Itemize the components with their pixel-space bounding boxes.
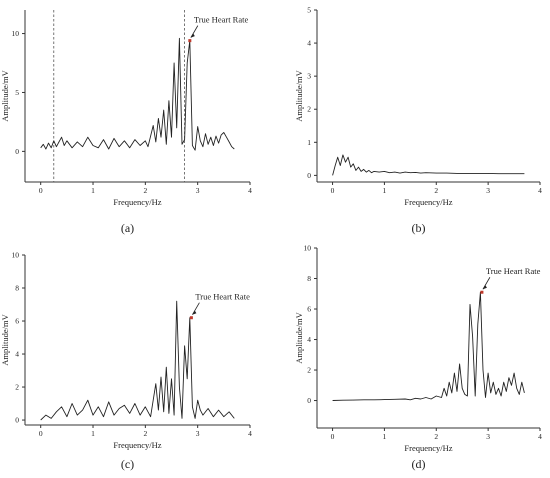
y-tick-label: 3 xyxy=(307,72,311,81)
y-tick-label: 5 xyxy=(15,88,19,97)
y-axis-label: Amplitude/mV xyxy=(294,311,304,363)
panel-label: (c) xyxy=(121,457,134,471)
x-tick-label: 2 xyxy=(434,186,438,195)
panel-a-chart: 0 1 2 3 4 0 5 10 Frequency/Hz Amplitude/mV True He… xyxy=(0,10,252,235)
annotation-label: True Heart Rate xyxy=(486,266,541,276)
series-line xyxy=(332,291,525,401)
x-tick-label: 1 xyxy=(91,429,95,438)
y-tick-label: 2 xyxy=(15,383,19,392)
y-tick-label: 0 xyxy=(15,147,19,156)
annotation-arrowhead xyxy=(482,285,487,290)
y-tick-label: 0 xyxy=(307,171,311,180)
y-tick-label: 4 xyxy=(307,335,311,344)
x-tick-label: 1 xyxy=(383,432,387,441)
panel-c-chart: 0 1 2 3 4 0 2 4 6 8 10 Frequency/Hz Amplitude/mV True… xyxy=(0,251,252,472)
true-heart-rate-marker xyxy=(189,316,193,320)
y-tick-label: 10 xyxy=(12,29,20,38)
annotation-arrowhead xyxy=(192,310,197,315)
y-tick-label: 2 xyxy=(307,105,311,114)
y-tick-label: 0 xyxy=(15,416,19,425)
x-tick-label: 4 xyxy=(248,429,252,438)
y-tick-label: 2 xyxy=(307,366,311,375)
annotation-arrow xyxy=(482,277,491,290)
x-tick-label: 2 xyxy=(434,432,438,441)
x-tick-label: 4 xyxy=(538,432,542,441)
x-axis-label: Frequency/Hz xyxy=(113,440,161,450)
x-axis-label: Frequency/Hz xyxy=(113,197,161,207)
annotation-arrowhead xyxy=(190,33,195,38)
y-tick-label: 6 xyxy=(307,305,311,314)
x-tick-label: 2 xyxy=(143,429,147,438)
y-tick-label: 0 xyxy=(307,396,311,405)
panel-label: (b) xyxy=(412,221,426,235)
annotation-label: True Heart Rate xyxy=(195,292,250,302)
x-tick-label: 0 xyxy=(331,186,335,195)
y-axis-label: Amplitude/mV xyxy=(0,69,10,121)
x-tick-label: 2 xyxy=(143,186,147,195)
x-tick-label: 3 xyxy=(196,429,200,438)
annotation-label: True Heart Rate xyxy=(194,15,249,25)
panel-b-chart: 0 1 2 3 4 0 1 2 3 4 5 Frequency/Hz Amplitude/mV (b) xyxy=(294,6,542,236)
y-tick-label: 10 xyxy=(12,251,20,260)
x-tick-label: 3 xyxy=(486,186,490,195)
x-tick-label: 0 xyxy=(39,429,43,438)
y-tick-label: 4 xyxy=(307,39,311,48)
true-heart-rate-marker xyxy=(188,39,192,43)
y-tick-label: 4 xyxy=(15,350,19,359)
x-tick-label: 0 xyxy=(331,432,335,441)
y-tick-label: 1 xyxy=(307,138,311,147)
panel-label: (a) xyxy=(121,221,134,235)
annotation-arrow xyxy=(190,25,199,38)
series-line xyxy=(332,154,525,176)
x-axis-label: Frequency/Hz xyxy=(404,197,452,207)
y-axis-label: Amplitude/mV xyxy=(294,69,304,121)
true-heart-rate-marker xyxy=(480,290,484,294)
panel-d-chart: 0 1 2 3 4 0 2 4 6 8 10 Frequency/Hz Amplitude/mV True… xyxy=(294,244,542,472)
y-axis-label: Amplitude/mV xyxy=(0,313,10,365)
x-tick-label: 4 xyxy=(248,186,252,195)
y-tick-label: 10 xyxy=(304,244,312,253)
x-tick-label: 4 xyxy=(538,186,542,195)
y-tick-label: 8 xyxy=(15,284,19,293)
x-tick-label: 3 xyxy=(486,432,490,441)
series-line xyxy=(40,37,235,151)
y-tick-label: 8 xyxy=(307,274,311,283)
x-axis-label: Frequency/Hz xyxy=(404,443,452,453)
y-tick-label: 6 xyxy=(15,317,19,326)
panel-label: (d) xyxy=(412,457,426,471)
series-line xyxy=(40,300,235,421)
annotation-arrow xyxy=(192,302,200,315)
x-tick-label: 1 xyxy=(383,186,387,195)
x-tick-label: 1 xyxy=(91,186,95,195)
x-tick-label: 3 xyxy=(196,186,200,195)
x-tick-label: 0 xyxy=(39,186,43,195)
y-tick-label: 5 xyxy=(307,6,311,15)
